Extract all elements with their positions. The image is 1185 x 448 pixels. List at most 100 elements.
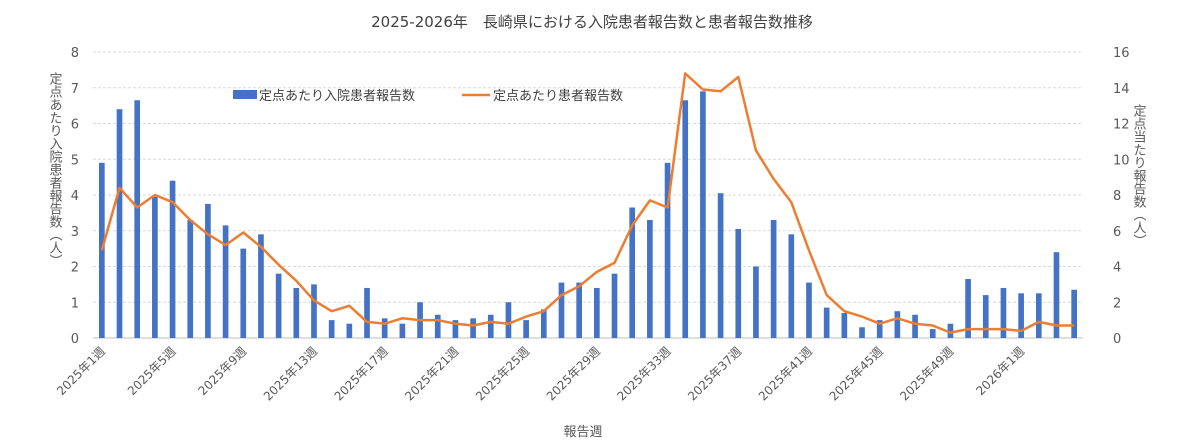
right-y-axis-label: 定点当たり報告数（人）	[1131, 104, 1147, 247]
x-tick-label: 2025年41週	[756, 344, 815, 403]
bar	[152, 196, 158, 338]
right-y-axis: 0 2 4 6 8 10 12 14 16	[1113, 46, 1130, 347]
x-axis-label: 報告週	[563, 425, 602, 440]
bar	[912, 314, 918, 338]
bar	[982, 295, 989, 338]
bar	[311, 284, 317, 338]
right-y-tick-label: 6	[1113, 225, 1121, 240]
bar	[947, 323, 954, 338]
bar	[505, 302, 512, 338]
gridlines	[93, 51, 1083, 339]
bar	[540, 309, 547, 338]
bar	[134, 100, 141, 338]
left-y-tick-label: 3	[71, 225, 79, 240]
bar	[487, 314, 494, 338]
bar	[452, 320, 459, 338]
left-y-tick-label: 7	[71, 82, 79, 97]
x-tick-label: 2026年1週	[973, 344, 1027, 398]
x-tick-label: 2025年25週	[473, 344, 532, 403]
right-y-tick-label: 8	[1113, 189, 1121, 204]
bar	[894, 311, 901, 338]
bar	[1018, 293, 1024, 338]
bar	[753, 266, 759, 338]
bar	[859, 327, 865, 338]
legend: 定点あたり入院患者報告数 定点あたり患者報告数	[233, 89, 623, 104]
bar	[1053, 252, 1060, 338]
bar	[258, 234, 264, 338]
right-y-tick-label: 16	[1113, 46, 1130, 61]
bar	[611, 273, 618, 338]
legend-bar-label: 定点あたり入院患者報告数	[259, 89, 415, 104]
x-tick-label: 2025年37週	[685, 344, 744, 403]
bar	[364, 287, 370, 338]
bar	[470, 318, 476, 338]
bar	[717, 193, 724, 338]
bar	[222, 225, 229, 338]
left-y-tick-label: 2	[71, 261, 79, 276]
bar	[788, 234, 795, 338]
bar	[399, 323, 406, 338]
bar	[594, 287, 600, 338]
x-tick-label: 2025年5週	[125, 344, 179, 398]
left-y-axis-label: 定点あたり入院患者報告数（人）	[47, 72, 63, 267]
bar	[293, 287, 300, 338]
bar	[647, 220, 653, 338]
right-y-tick-label: 10	[1113, 153, 1130, 168]
x-tick-label: 2025年1週	[54, 344, 108, 398]
bar	[116, 109, 123, 338]
bar	[169, 180, 176, 338]
bar	[664, 162, 671, 338]
left-y-tick-label: 5	[71, 153, 79, 168]
legend-bar-swatch	[233, 90, 257, 99]
bar	[187, 220, 194, 338]
bar	[841, 312, 848, 338]
bar	[735, 228, 742, 338]
bar	[523, 320, 529, 338]
bar	[328, 320, 335, 338]
x-axis: 2025年1週 2025年5週 2025年9週 2025年13週 2025年17週 202…	[54, 344, 1027, 403]
bar	[381, 318, 388, 338]
left-y-axis: 0 1 2 3 4 5 6 7 8	[71, 46, 79, 347]
bar	[1000, 287, 1007, 338]
bar	[576, 282, 582, 338]
x-tick-label: 2025年9週	[196, 344, 250, 398]
x-tick-label: 2025年17週	[332, 344, 391, 403]
right-y-tick-label: 4	[1113, 261, 1121, 276]
legend-line-label: 定点あたり患者報告数	[493, 89, 623, 104]
x-tick-label: 2025年33週	[614, 344, 673, 403]
bar	[876, 320, 883, 338]
x-tick-label: 2025年29週	[544, 344, 603, 403]
bar	[434, 314, 441, 338]
bar	[770, 220, 777, 338]
x-tick-label: 2025年45週	[827, 344, 886, 403]
bar	[965, 279, 971, 338]
left-y-tick-label: 1	[71, 296, 79, 311]
right-y-tick-label: 2	[1113, 296, 1121, 311]
bar	[240, 248, 247, 338]
left-y-tick-label: 0	[71, 332, 79, 347]
x-tick-label: 2025年21週	[402, 344, 461, 403]
bar-series	[99, 91, 1077, 338]
bar	[205, 203, 211, 338]
chart-title: 2025-2026年 長崎県における入院患者報告数と患者報告数推移	[371, 13, 813, 31]
line-series	[100, 72, 1075, 334]
x-tick-label: 2025年49週	[897, 344, 956, 403]
left-y-tick-label: 4	[71, 189, 79, 204]
bar	[1071, 289, 1077, 338]
bar	[700, 91, 706, 338]
right-y-tick-label: 0	[1113, 332, 1121, 347]
bar	[99, 162, 105, 338]
bar	[929, 329, 936, 338]
series-line	[100, 72, 1075, 334]
bar	[823, 307, 830, 338]
left-y-tick-label: 6	[71, 118, 79, 133]
right-y-tick-label: 12	[1113, 118, 1130, 133]
bar	[275, 273, 282, 338]
bar	[558, 282, 565, 338]
bar	[629, 207, 636, 338]
bar	[346, 323, 353, 338]
right-y-tick-label: 14	[1113, 82, 1130, 97]
bar	[806, 282, 812, 338]
